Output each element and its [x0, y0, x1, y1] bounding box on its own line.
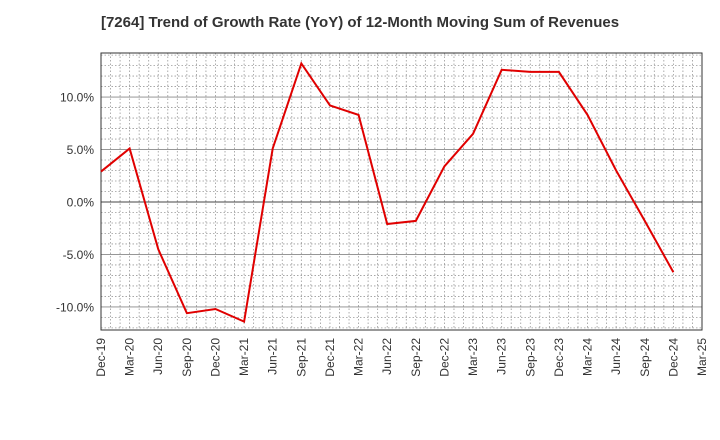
x-tick-label: Sep-23 [523, 338, 537, 377]
x-tick-label: Sep-24 [638, 338, 652, 377]
y-tick-label: -5.0% [63, 248, 95, 262]
y-tick-labels: 10.0% 5.0% 0.0% -5.0% -10.0% [56, 91, 94, 315]
x-tick-label: Jun-20 [151, 338, 165, 375]
x-tick-label: Jun-24 [609, 338, 623, 375]
grid [101, 53, 702, 330]
series [100, 61, 675, 324]
x-tick-label: Jun-23 [495, 338, 509, 375]
x-tick-label: Dec-24 [666, 338, 680, 377]
x-tick-label: Dec-23 [552, 338, 566, 377]
y-tick-label: 5.0% [67, 143, 95, 157]
x-tick-label: Sep-20 [180, 338, 194, 377]
x-tick-label: Mar-25 [695, 338, 709, 376]
y-tick-label: -10.0% [56, 300, 94, 314]
y-tick-label: 10.0% [60, 91, 94, 105]
x-tick-label: Dec-19 [94, 338, 108, 377]
plot-frame [100, 52, 703, 331]
x-tick-label: Sep-22 [409, 338, 423, 377]
chart-title: [7264] Trend of Growth Rate (YoY) of 12-… [100, 14, 620, 31]
x-tick-label: Mar-23 [466, 338, 480, 376]
x-tick-label: Mar-22 [352, 338, 366, 376]
x-tick-label: Sep-21 [294, 338, 308, 377]
series-line [100, 61, 675, 324]
x-tick-label: Mar-21 [237, 338, 251, 376]
y-tick-label: 0.0% [67, 195, 95, 209]
x-tick-labels: Dec-19 Mar-20 Jun-20 Sep-20 Dec-20 Mar-21 Jun-… [94, 338, 709, 377]
x-tick-label: Dec-22 [437, 338, 451, 377]
x-tick-label: Dec-21 [323, 338, 337, 377]
x-tick-label: Mar-20 [123, 338, 137, 376]
x-tick-label: Mar-24 [581, 338, 595, 376]
x-tick-label: Jun-22 [380, 338, 394, 375]
x-tick-label: Dec-20 [208, 338, 222, 377]
x-tick-label: Jun-21 [266, 338, 280, 375]
axes [100, 52, 703, 331]
